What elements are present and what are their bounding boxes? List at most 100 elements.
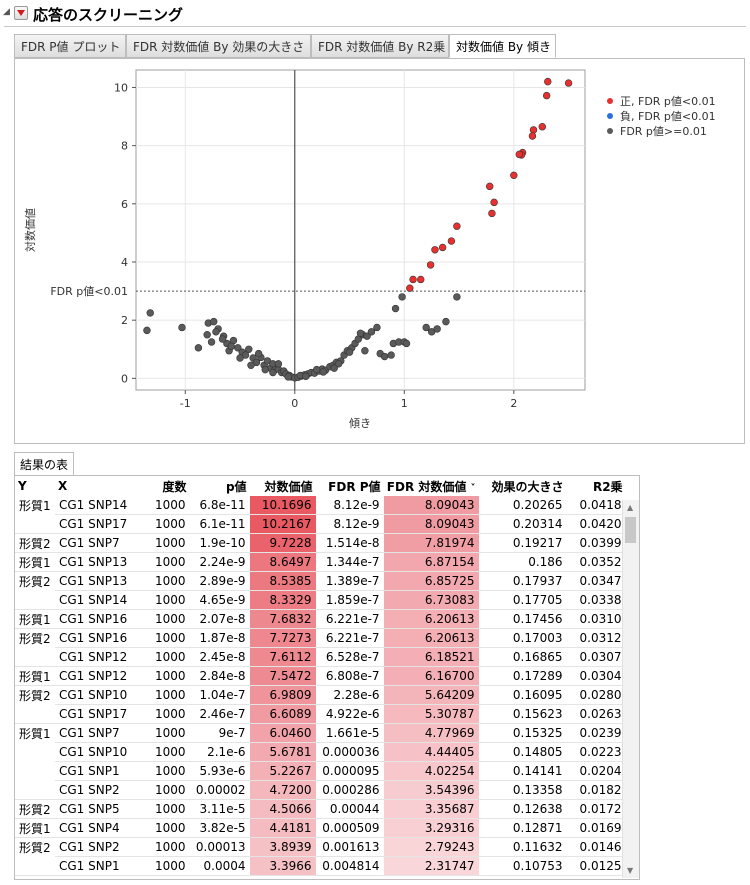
cell-y <box>15 743 55 762</box>
data-point-positive <box>453 222 461 230</box>
cell-fdr-logworth: 4.77969 <box>383 723 479 743</box>
data-point-not-significant <box>433 325 441 333</box>
cell-logworth: 4.4181 <box>249 818 316 838</box>
column-header-fdr-logworth[interactable]: FDR 対数価値 ˅ <box>384 476 479 496</box>
cell-logworth: 3.8939 <box>249 837 316 857</box>
table-row[interactable]: CG1 SNP10 1000 2.1e-6 5.6781 0.000036 4.44405… <box>15 742 626 762</box>
data-point-not-significant <box>367 328 376 336</box>
y-tick-label: 2 <box>121 314 128 327</box>
tab-fdr-logworth-by-r2[interactable]: FDR 対数価値 By R2乗 <box>311 34 449 58</box>
cell-count: 1000 <box>151 609 190 629</box>
legend-label-not-significant: FDR p値>=0.01 <box>620 125 707 138</box>
tab-logworth-by-slope[interactable]: 対数価値 By 傾き <box>449 34 556 58</box>
cell-effect-size: 0.14805 <box>478 742 567 762</box>
cell-fdr-logworth: 7.81974 <box>383 533 479 553</box>
data-point-not-significant <box>146 309 154 317</box>
cell-fdr-logworth: 8.09043 <box>383 496 479 515</box>
cell-pvalue: 6.8e-11 <box>189 496 250 515</box>
scrollbar-thumb[interactable] <box>625 517 636 543</box>
cell-r2: 0.0347 <box>566 571 626 591</box>
cell-fdr-logworth: 3.54396 <box>383 780 479 800</box>
cell-count: 1000 <box>151 496 190 515</box>
column-header-pvalue[interactable]: p値 <box>225 479 247 494</box>
logworth-by-slope-scatter: -1 0 1 2 0 2 4 6 8 10 FDR p値<0.01 傾き 対数価値 正, FDR… <box>23 69 716 430</box>
tab-results-table[interactable]: 結果の表 <box>14 452 74 476</box>
column-header-y[interactable]: Y <box>18 479 27 493</box>
cell-r2: 0.0310 <box>566 609 626 629</box>
y-tick-label: 10 <box>114 81 128 94</box>
data-point-not-significant <box>227 342 235 351</box>
table-row[interactable]: 形質1 CG1 SNP4 1000 3.82e-5 4.4181 0.000509 3.29… <box>15 818 626 838</box>
table-row[interactable]: 形質1 CG1 SNP13 1000 2.24e-9 8.6497 1.344e-7 6.8… <box>15 552 626 572</box>
data-point-positive <box>564 79 573 87</box>
tab-fdr-logworth-by-effect-size[interactable]: FDR 対数価値 By 効果の大きさ <box>126 34 311 58</box>
cell-count: 1000 <box>151 856 190 876</box>
table-row[interactable]: 形質1 CG1 SNP14 1000 6.8e-11 10.1696 8.12e-9 8.0… <box>15 496 626 515</box>
table-row[interactable]: CG1 SNP2 1000 0.00002 4.7200 0.000286 3.54396… <box>15 780 626 800</box>
cell-pvalue: 0.00002 <box>189 780 250 800</box>
tab-fdr-pvalue-plot[interactable]: FDR P値 プロット <box>14 34 126 58</box>
table-row[interactable]: 形質1 CG1 SNP7 1000 9e-7 6.0460 1.661e-5 4.77969… <box>15 723 626 743</box>
table-vertical-scrollbar[interactable]: ▲ ▼ <box>622 500 639 878</box>
table-row[interactable]: 形質2 CG1 SNP10 1000 1.04e-7 6.9809 2.28e-6 5.64… <box>15 685 626 705</box>
cell-fdr-logworth: 6.87154 <box>383 552 479 572</box>
cell-fdr-logworth: 4.02254 <box>383 761 479 781</box>
table-row[interactable]: CG1 SNP14 1000 4.65e-9 8.3329 1.859e-7 6.7308… <box>15 590 626 610</box>
cell-logworth: 5.6781 <box>249 742 316 762</box>
cell-y: 形質1 <box>19 498 51 513</box>
table-row[interactable]: 形質1 CG1 SNP12 1000 2.84e-8 7.5472 6.808e-7 6.1… <box>15 666 626 686</box>
red-triangle-menu-icon[interactable] <box>14 6 28 20</box>
data-point-positive <box>486 182 494 191</box>
table-row[interactable]: 形質2 CG1 SNP5 1000 3.11e-5 4.5066 0.00044 3.356… <box>15 799 626 819</box>
table-row[interactable]: 形質2 CG1 SNP16 1000 1.87e-8 7.7273 6.221e-7 6.2… <box>15 628 626 648</box>
data-point-positive <box>490 198 498 207</box>
table-row[interactable]: 形質2 CG1 SNP7 1000 1.9e-10 9.7228 1.514e-8 7.81… <box>15 533 626 553</box>
cell-effect-size: 0.14141 <box>478 761 567 781</box>
cell-effect-size: 0.15623 <box>478 704 567 724</box>
data-point-not-significant <box>261 365 269 374</box>
cell-y <box>15 856 55 876</box>
cell-fdr-pvalue: 6.528e-7 <box>315 647 384 667</box>
table-row[interactable]: CG1 SNP1 1000 5.93e-6 5.2267 0.000095 4.02254… <box>15 761 626 781</box>
column-header-r2[interactable]: R2乗 <box>592 479 623 494</box>
cell-fdr-pvalue: 0.000286 <box>315 780 384 800</box>
results-table-panel: Y X 度数 p値 対数価値 FDR P値 FDR 対数価値 ˅ 効果の大きさ … <box>14 475 640 880</box>
cell-logworth: 7.5472 <box>249 666 316 686</box>
cell-x: CG1 SNP16 <box>55 609 151 629</box>
data-point-not-significant <box>330 364 338 372</box>
cell-r2: 0.0280 <box>566 685 626 705</box>
scroll-down-icon[interactable]: ▼ <box>627 866 634 875</box>
data-point-not-significant <box>143 326 151 335</box>
column-header-effect-size[interactable]: 効果の大きさ <box>491 479 564 494</box>
results-table-body: 形質1 CG1 SNP14 1000 6.8e-11 10.1696 8.12e-9 8.0… <box>15 496 626 876</box>
x-axis-ticks: -1 0 1 2 <box>180 390 517 410</box>
report-title: 応答のスクリーニング <box>33 6 184 24</box>
cell-count: 1000 <box>151 590 190 610</box>
table-row[interactable]: 形質1 CG1 SNP16 1000 2.07e-8 7.6832 6.221e-7 6.2… <box>15 609 626 629</box>
data-point-positive <box>538 123 546 131</box>
collapse-disclosure-icon[interactable]: ◢ <box>3 7 10 17</box>
table-row[interactable]: 形質2 CG1 SNP2 1000 0.00013 3.8939 0.001613 2.79… <box>15 837 626 857</box>
scroll-up-icon[interactable]: ▲ <box>627 503 634 512</box>
table-row[interactable]: CG1 SNP1 1000 0.0004 3.3966 0.004814 2.31747 0… <box>15 856 626 876</box>
sort-descending-icon: ˅ <box>470 482 476 494</box>
cell-y: 形質2 <box>15 533 55 553</box>
table-row[interactable]: CG1 SNP17 1000 2.46e-7 6.6089 4.922e-6 5.3078… <box>15 704 626 724</box>
column-header-logworth[interactable]: 対数価値 <box>264 479 313 494</box>
column-header-count[interactable]: 度数 <box>162 479 187 494</box>
cell-fdr-pvalue: 0.000036 <box>315 742 384 762</box>
table-row[interactable]: CG1 SNP12 1000 2.45e-8 7.6112 6.528e-7 6.1852… <box>15 647 626 667</box>
cell-effect-size: 0.186 <box>478 552 567 572</box>
x-tick-label: 1 <box>401 397 408 410</box>
legend-swatch-negative <box>607 113 613 119</box>
table-row[interactable]: CG1 SNP17 1000 6.1e-11 10.2167 8.12e-9 8.0904… <box>15 514 626 534</box>
column-header-fdr-pvalue[interactable]: FDR P値 <box>328 479 381 494</box>
table-row[interactable]: 形質2 CG1 SNP13 1000 2.89e-9 8.5385 1.389e-7 6.8… <box>15 571 626 591</box>
data-point-not-significant <box>245 345 253 353</box>
cell-effect-size: 0.12871 <box>478 818 567 838</box>
data-point-not-significant <box>345 348 354 356</box>
data-point-not-significant <box>212 328 220 336</box>
column-header-x[interactable]: X <box>58 479 68 493</box>
cell-pvalue: 6.1e-11 <box>189 514 250 534</box>
cell-fdr-pvalue: 0.000095 <box>315 761 384 781</box>
